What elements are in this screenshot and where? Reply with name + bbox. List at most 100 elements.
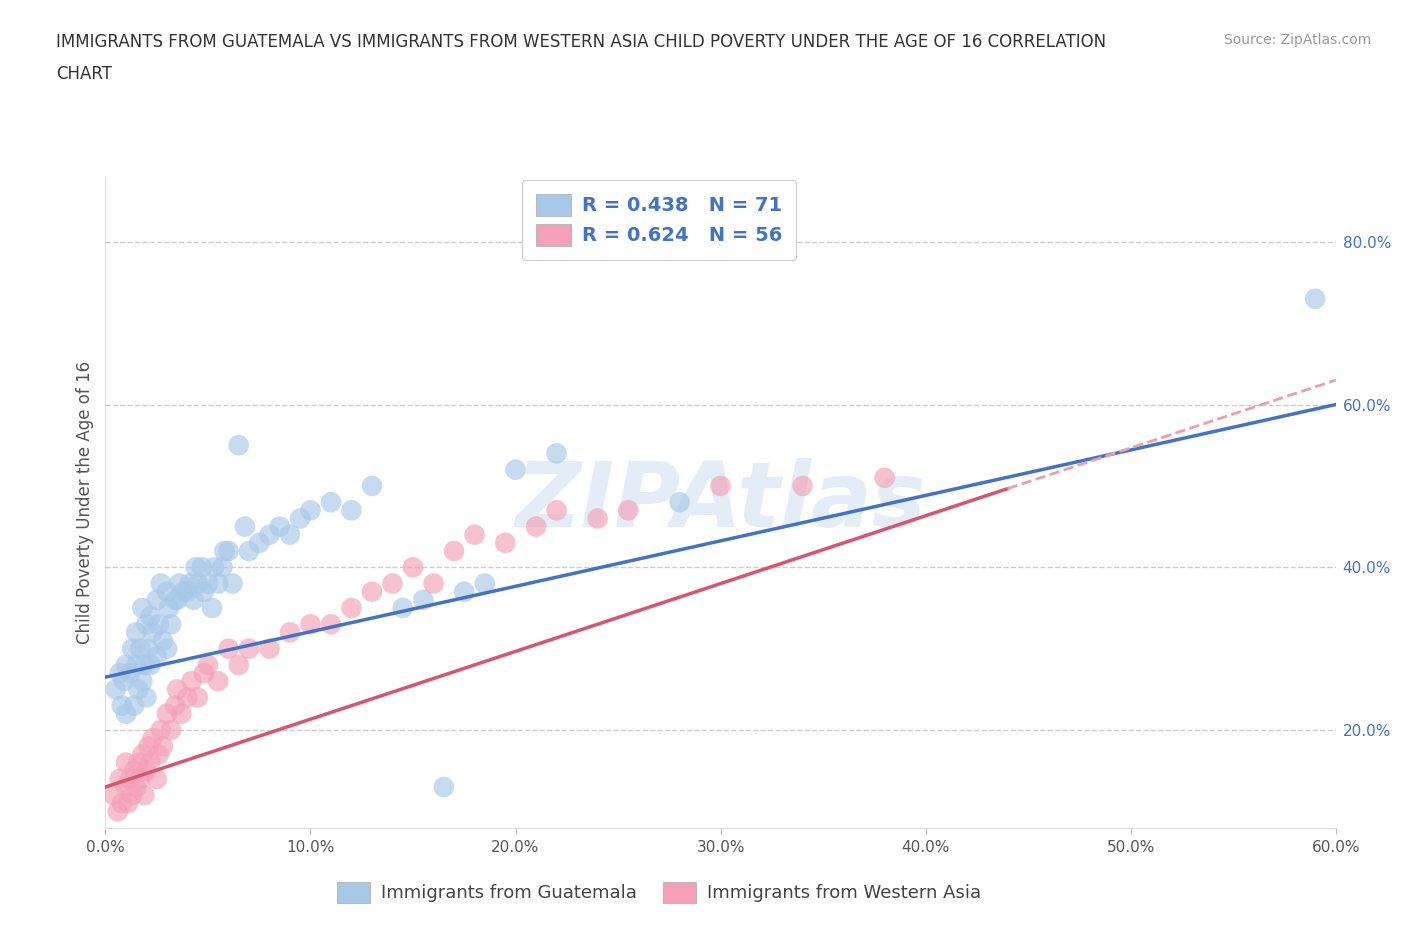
Point — [131, 673, 153, 688]
Point — [218, 544, 240, 559]
Point — [166, 592, 188, 607]
Point — [183, 592, 205, 607]
Point — [121, 788, 143, 803]
Point — [238, 642, 260, 657]
Point — [228, 438, 250, 453]
Point — [134, 658, 156, 672]
Point — [546, 446, 568, 461]
Point — [187, 690, 209, 705]
Point — [120, 772, 141, 787]
Point — [127, 682, 149, 697]
Legend: Immigrants from Guatemala, Immigrants from Western Asia: Immigrants from Guatemala, Immigrants fr… — [330, 874, 988, 910]
Point — [135, 690, 157, 705]
Point — [135, 617, 157, 631]
Point — [197, 577, 219, 591]
Point — [129, 772, 152, 787]
Point — [104, 682, 127, 697]
Point — [464, 527, 486, 542]
Point — [138, 738, 160, 753]
Point — [391, 601, 413, 616]
Point — [138, 642, 160, 657]
Point — [361, 479, 384, 494]
Point — [139, 609, 162, 624]
Point — [165, 698, 187, 713]
Point — [115, 658, 138, 672]
Point — [142, 625, 165, 640]
Point — [145, 649, 167, 664]
Point — [122, 764, 145, 778]
Point — [111, 796, 134, 811]
Point — [211, 560, 233, 575]
Point — [319, 617, 342, 631]
Point — [207, 577, 229, 591]
Point — [340, 601, 363, 616]
Point — [505, 462, 527, 477]
Point — [474, 577, 496, 591]
Point — [111, 698, 134, 713]
Point — [139, 658, 162, 672]
Point — [524, 519, 547, 534]
Point — [145, 592, 167, 607]
Point — [108, 666, 131, 681]
Point — [179, 577, 201, 591]
Point — [586, 512, 609, 526]
Point — [142, 731, 165, 746]
Point — [340, 503, 363, 518]
Y-axis label: Child Poverty Under the Age of 16: Child Poverty Under the Age of 16 — [76, 361, 94, 644]
Point — [152, 633, 174, 648]
Point — [156, 642, 179, 657]
Point — [259, 642, 281, 657]
Point — [290, 512, 312, 526]
Point — [247, 536, 270, 551]
Point — [193, 584, 215, 599]
Point — [156, 707, 179, 722]
Point — [402, 560, 425, 575]
Point — [125, 658, 148, 672]
Point — [238, 544, 260, 559]
Point — [115, 755, 138, 770]
Text: IMMIGRANTS FROM GUATEMALA VS IMMIGRANTS FROM WESTERN ASIA CHILD POVERTY UNDER TH: IMMIGRANTS FROM GUATEMALA VS IMMIGRANTS … — [56, 33, 1107, 50]
Point — [299, 617, 322, 631]
Point — [710, 479, 733, 494]
Point — [361, 584, 384, 599]
Point — [145, 772, 167, 787]
Point — [165, 592, 187, 607]
Point — [172, 584, 194, 599]
Point — [131, 601, 153, 616]
Point — [873, 471, 896, 485]
Point — [156, 584, 179, 599]
Point — [381, 577, 404, 591]
Point — [127, 755, 149, 770]
Point — [125, 779, 148, 794]
Point — [107, 804, 129, 819]
Point — [125, 625, 148, 640]
Point — [160, 723, 183, 737]
Point — [170, 707, 193, 722]
Text: ZIPAtlas: ZIPAtlas — [515, 458, 927, 546]
Point — [176, 584, 198, 599]
Text: CHART: CHART — [56, 65, 112, 83]
Point — [131, 747, 153, 762]
Point — [191, 560, 214, 575]
Point — [148, 617, 170, 631]
Point — [202, 560, 225, 575]
Point — [412, 592, 434, 607]
Point — [546, 503, 568, 518]
Point — [259, 527, 281, 542]
Point — [115, 707, 138, 722]
Point — [207, 673, 229, 688]
Point — [278, 527, 301, 542]
Point — [221, 577, 243, 591]
Point — [197, 658, 219, 672]
Point — [269, 519, 291, 534]
Point — [228, 658, 250, 672]
Point — [184, 560, 207, 575]
Point — [134, 788, 156, 803]
Point — [108, 772, 131, 787]
Point — [193, 666, 215, 681]
Point — [319, 495, 342, 510]
Point — [160, 617, 183, 631]
Point — [278, 625, 301, 640]
Point — [792, 479, 814, 494]
Point — [120, 666, 141, 681]
